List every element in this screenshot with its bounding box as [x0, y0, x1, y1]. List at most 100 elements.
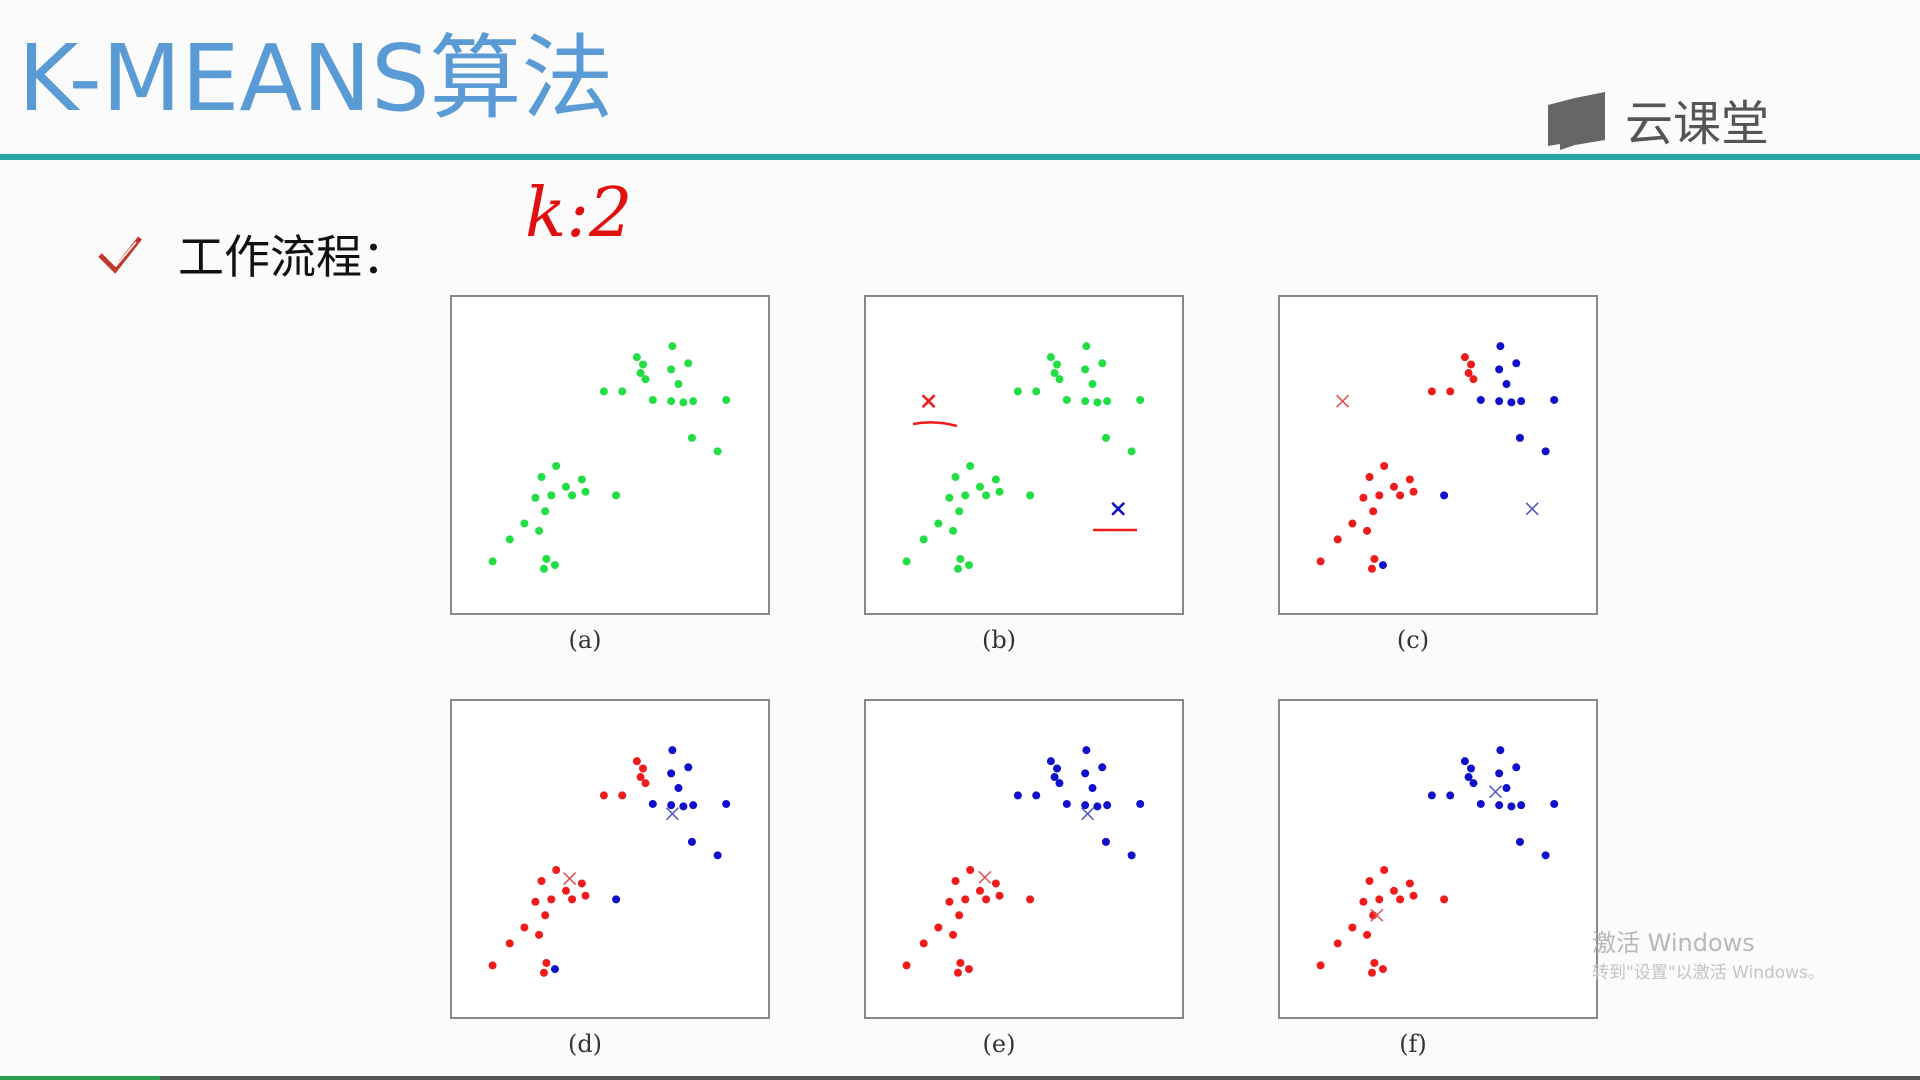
- cluster-point: [1541, 447, 1550, 456]
- cluster-point: [1050, 369, 1059, 378]
- cluster-point: [951, 877, 960, 886]
- cluster-point: [1101, 433, 1110, 442]
- panel-frame: [1278, 295, 1598, 615]
- cluster-point: [542, 958, 551, 967]
- cluster-point: [966, 866, 975, 875]
- cluster-point: [1427, 791, 1436, 800]
- cluster-point: [953, 564, 962, 573]
- cluster-point: [1496, 746, 1505, 755]
- handwritten-note: k:2: [525, 174, 632, 253]
- cluster-point: [568, 491, 577, 500]
- cluster-point: [1082, 746, 1091, 755]
- cluster-point: [1081, 801, 1090, 810]
- cluster-point: [1495, 365, 1504, 374]
- cluster-point: [934, 923, 943, 932]
- cluster-point: [1495, 801, 1504, 810]
- cluster-point: [1380, 866, 1389, 875]
- cluster-point: [1363, 526, 1372, 535]
- cluster-point: [1136, 395, 1145, 404]
- centroid-marker: [1488, 785, 1503, 799]
- cluster-point: [1541, 851, 1550, 860]
- cluster-point: [1517, 801, 1526, 810]
- centroid-marker: [1111, 501, 1126, 516]
- cluster-point: [641, 375, 650, 384]
- cluster-point: [964, 561, 973, 570]
- cluster-point: [1316, 557, 1325, 566]
- cluster-point: [1464, 773, 1473, 782]
- cluster-point: [531, 493, 540, 502]
- cluster-point: [561, 886, 570, 895]
- cluster-point: [1512, 359, 1521, 368]
- cluster-point: [1502, 380, 1511, 389]
- cluster-point: [1333, 535, 1342, 544]
- cluster-point: [505, 535, 514, 544]
- centroid-marker: [563, 872, 577, 886]
- cluster-point: [667, 397, 676, 406]
- cluster-point: [1062, 799, 1071, 808]
- panel-frame: [450, 295, 770, 615]
- watermark-line1: 激活 Windows: [1592, 929, 1755, 957]
- cluster-point: [1440, 895, 1449, 904]
- cluster-point: [520, 519, 529, 528]
- cluster-point: [537, 473, 546, 482]
- cluster-point: [689, 397, 698, 406]
- panel-frame: [864, 699, 1184, 1019]
- cluster-point: [934, 519, 943, 528]
- cluster-point: [679, 802, 688, 811]
- slide-title: K-MEANS算法: [18, 25, 614, 132]
- centroid-marker: [921, 394, 936, 409]
- logo-icon: [1548, 92, 1605, 150]
- cluster-point: [1389, 886, 1398, 895]
- cluster-point: [1316, 961, 1325, 970]
- cluster-point: [674, 784, 683, 793]
- cluster-point: [1363, 930, 1372, 939]
- cluster-point: [1467, 764, 1476, 773]
- cluster-point: [1440, 491, 1449, 500]
- cluster-point: [722, 395, 731, 404]
- cluster-point: [1062, 395, 1071, 404]
- centroid-marker: [1525, 502, 1539, 516]
- panel-frame: [1278, 699, 1598, 1019]
- cluster-point: [945, 493, 954, 502]
- panel-frame: [864, 295, 1184, 615]
- cluster-point: [531, 897, 540, 906]
- panel-caption: (f): [1399, 1030, 1427, 1058]
- cluster-point: [561, 482, 570, 491]
- cluster-point: [599, 791, 608, 800]
- cluster-point: [1082, 342, 1091, 351]
- cluster-point: [577, 475, 586, 484]
- cluster-point: [1370, 958, 1379, 967]
- cluster-point: [1367, 968, 1376, 977]
- centroid-marker: [1370, 908, 1384, 922]
- cluster-point: [1469, 375, 1478, 384]
- cluster-point: [1032, 791, 1041, 800]
- cluster-point: [955, 507, 964, 516]
- cluster-point: [1476, 395, 1485, 404]
- cluster-point: [953, 968, 962, 977]
- cluster-point: [684, 359, 693, 368]
- cluster-point: [667, 801, 676, 810]
- cluster-point: [1050, 773, 1059, 782]
- cluster-point: [1469, 779, 1478, 788]
- centroid-marker: [978, 870, 992, 884]
- cluster-point: [1405, 879, 1414, 888]
- cluster-point: [1409, 487, 1418, 496]
- cluster-point: [679, 398, 688, 407]
- cluster-point: [956, 958, 965, 967]
- cluster-point: [542, 554, 551, 563]
- panel-caption: (d): [568, 1030, 602, 1058]
- cluster-point: [1359, 493, 1368, 502]
- cluster-point: [1098, 763, 1107, 772]
- cluster-point: [581, 891, 590, 900]
- cluster-point: [632, 353, 641, 362]
- cluster-point: [612, 491, 621, 500]
- cluster-point: [1396, 491, 1405, 500]
- cluster-point: [547, 895, 556, 904]
- cluster-point: [505, 939, 514, 948]
- cluster-point: [1409, 891, 1418, 900]
- cluster-point: [1476, 799, 1485, 808]
- watermark-line2: 转到"设置"以激活 Windows。: [1592, 963, 1825, 983]
- cluster-point: [1081, 365, 1090, 374]
- cluster-point: [1136, 799, 1145, 808]
